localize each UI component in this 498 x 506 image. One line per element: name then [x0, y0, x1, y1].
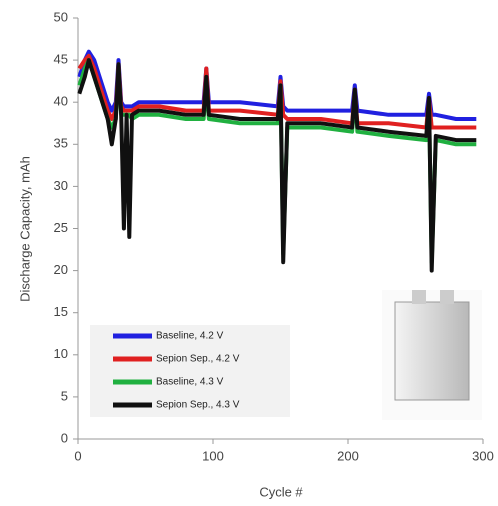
x-tick-label: 200: [337, 448, 359, 463]
y-tick-label: 40: [54, 94, 68, 109]
legend: Baseline, 4.2 V Sepion Sep., 4.2 V Baselin…: [90, 325, 290, 417]
x-tick-label: 100: [202, 448, 224, 463]
series-line: [77, 58, 477, 273]
legend-label: Baseline, 4.2 V: [156, 331, 224, 342]
x-axis-label: Cycle #: [259, 484, 303, 499]
battery-photo: [382, 290, 482, 420]
y-tick-label: 10: [54, 346, 68, 361]
y-tick-label: 35: [54, 136, 68, 151]
legend-label: Baseline, 4.3 V: [156, 377, 224, 388]
x-tick-label: 300: [472, 448, 494, 463]
y-tick-label: 50: [54, 9, 68, 24]
legend-label: Sepion Sep., 4.2 V: [156, 354, 240, 365]
legend-box: [90, 325, 290, 417]
y-tick-label: 45: [54, 52, 68, 67]
y-tick-label: 5: [61, 388, 68, 403]
y-tick-label: 0: [61, 430, 68, 445]
legend-label: Sepion Sep., 4.3 V: [156, 400, 240, 411]
y-tick-label: 20: [54, 262, 68, 277]
y-tick-label: 15: [54, 304, 68, 319]
y-tick-label: 30: [54, 178, 68, 193]
y-tick-label: 25: [54, 220, 68, 235]
x-tick-label: 0: [74, 448, 81, 463]
y-axis-label: Discharge Capacity, mAh: [17, 156, 32, 302]
